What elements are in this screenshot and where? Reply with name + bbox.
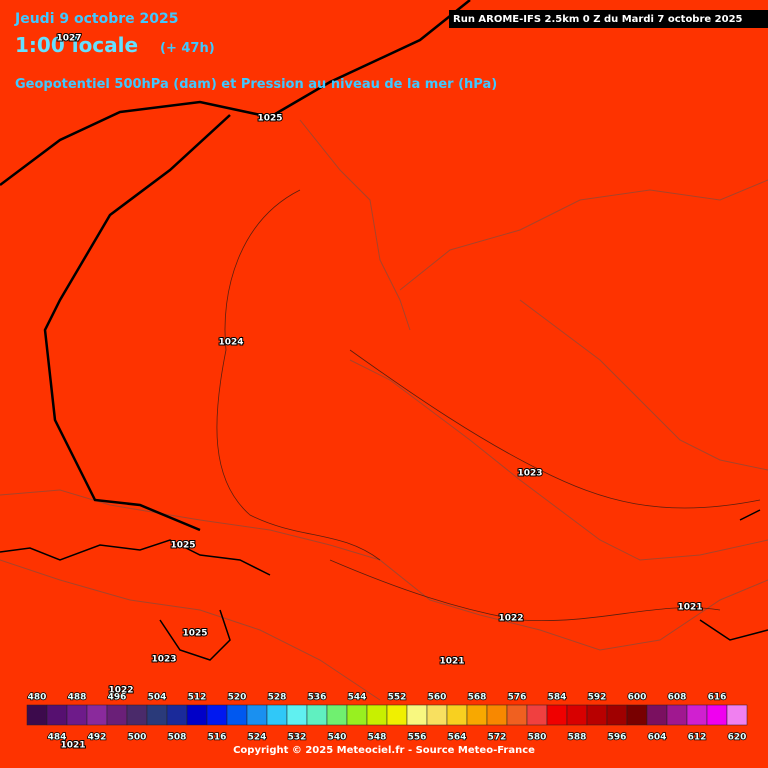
run-box (449, 10, 768, 28)
scale-label: 520 (228, 693, 247, 703)
scale-label: 564 (448, 733, 467, 743)
scale-label: 584 (548, 693, 567, 703)
isobar-label: 1021 (677, 603, 702, 613)
copyright: Copyright © 2025 Meteociel.fr - Source M… (233, 745, 535, 756)
scale-swatch (586, 704, 608, 726)
scale-swatch (506, 704, 528, 726)
scale-swatch (706, 704, 728, 726)
isobar-label: 1022 (108, 686, 133, 696)
scale-label: 576 (508, 693, 527, 703)
scale-label: 544 (348, 693, 367, 703)
scale-label: 492 (88, 733, 107, 743)
borders (0, 119, 768, 701)
lead-time: (+ 47h) (160, 41, 215, 56)
scale-label: 560 (428, 693, 447, 703)
scale-swatch (246, 704, 268, 726)
scale-swatch (166, 704, 188, 726)
scale-swatch (326, 704, 348, 726)
scale-swatch (186, 704, 208, 726)
time: 1:00 locale (15, 33, 138, 57)
isobar-label: 1027 (56, 34, 81, 44)
scale-label: 488 (68, 693, 87, 703)
isobar-label: 1022 (498, 614, 523, 624)
scale-label: 596 (608, 733, 627, 743)
scale-label: 536 (308, 693, 327, 703)
scale-swatch (606, 704, 628, 726)
scale-label: 528 (268, 693, 287, 703)
scale-label: 524 (248, 733, 267, 743)
scale-label: 540 (328, 733, 347, 743)
scale-label: 588 (568, 733, 587, 743)
scale-swatch (386, 704, 408, 726)
scale-label: 568 (468, 693, 487, 703)
scale-swatch (46, 704, 68, 726)
scale-swatch (486, 704, 508, 726)
scale-swatch (106, 704, 128, 726)
isobar-labels: 1027 1025 1024 1023 1025 1025 1023 1022 1021 1021… (55, 33, 703, 752)
scale-label: 532 (288, 733, 307, 743)
scale-swatch (546, 704, 568, 726)
scale-label: 500 (128, 733, 147, 743)
main-isobar (0, 0, 471, 532)
scale-swatch (286, 704, 308, 726)
scale-swatch (306, 704, 328, 726)
subtitle: Geopotentiel 500hPa (dam) et Pression au… (15, 77, 497, 92)
scale-swatch (346, 704, 368, 726)
isobar-label: 1024 (218, 338, 243, 348)
scale-label: 556 (408, 733, 427, 743)
scale-label: 480 (28, 693, 47, 703)
isobar-label: 1021 (439, 657, 464, 667)
scale-swatch (126, 704, 148, 726)
scale-swatch (86, 704, 108, 726)
scale-swatch (726, 704, 748, 726)
scale-swatch (206, 704, 228, 726)
isobar-label: 1025 (257, 114, 282, 124)
scale-swatch (646, 704, 668, 726)
scale-label: 608 (668, 693, 687, 703)
run-info: Run AROME-IFS 2.5km 0 Z du Mardi 7 octob… (453, 14, 743, 25)
scale-label: 508 (168, 733, 187, 743)
scale-swatch (146, 704, 168, 726)
isobars (216, 189, 761, 622)
isobar-label: 1025 (170, 541, 195, 551)
scale-label: 484 (48, 733, 67, 743)
scale-label: 496 (108, 693, 127, 703)
scale-label: 612 (688, 733, 707, 743)
scale-label: 572 (488, 733, 507, 743)
scale-label: 600 (628, 693, 647, 703)
scale-swatch (66, 704, 88, 726)
isobar-label: 1025 (182, 629, 207, 639)
scale-label: 516 (208, 733, 227, 743)
scale-label: 504 (148, 693, 167, 703)
color-scale: 480 484 488 492 496 500 504 508 512 516 520 524 528 5… (26, 692, 748, 743)
scale-label: 620 (728, 733, 747, 743)
scale-label: 512 (188, 693, 207, 703)
scale-swatch (226, 704, 248, 726)
scale-swatch (666, 704, 688, 726)
scale-label: 580 (528, 733, 547, 743)
scale-swatch (406, 704, 428, 726)
scale-label: 592 (588, 693, 607, 703)
scale-swatch (446, 704, 468, 726)
scale-swatch (426, 704, 448, 726)
scale-swatch (26, 704, 48, 726)
isobar-label: 1023 (517, 469, 542, 479)
scale-swatch (266, 704, 288, 726)
scale-swatch (366, 704, 388, 726)
date: Jeudi 9 octobre 2025 (14, 11, 178, 27)
scale-swatch (686, 704, 708, 726)
scale-label: 604 (648, 733, 667, 743)
scale-swatch (626, 704, 648, 726)
isobar-label: 1021 (60, 741, 85, 751)
scale-label: 552 (388, 693, 407, 703)
scale-label: 616 (708, 693, 727, 703)
isobar-label: 1023 (151, 655, 176, 665)
scale-label: 548 (368, 733, 387, 743)
scale-swatch (466, 704, 488, 726)
scale-swatch (526, 704, 548, 726)
coast-fragments (0, 509, 768, 661)
scale-swatch (566, 704, 588, 726)
